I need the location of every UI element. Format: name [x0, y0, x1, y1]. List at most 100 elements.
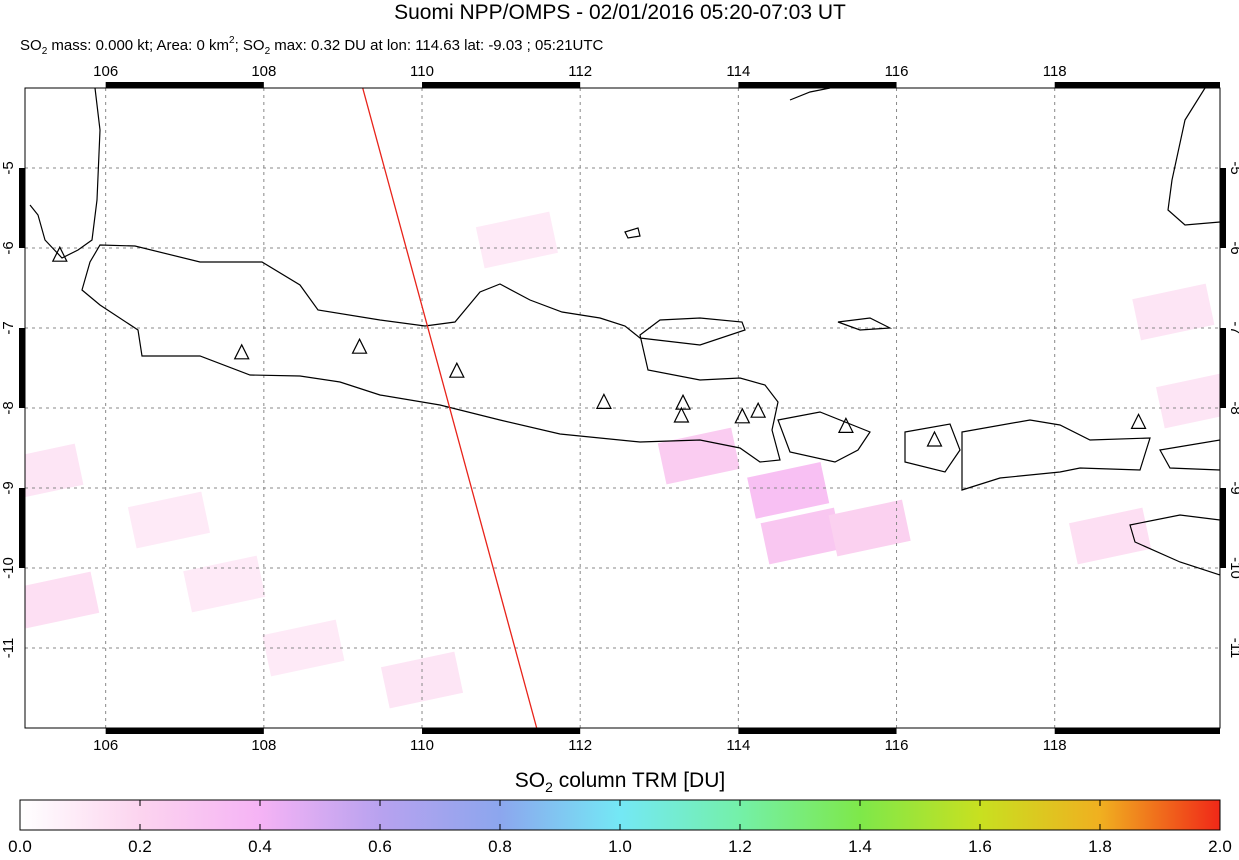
coast-sumbawa [961, 419, 1151, 491]
colorbar-tick-label: 1.6 [968, 837, 992, 855]
so2-pixel [1156, 371, 1220, 429]
subtitle-part: max: 0.32 DU at lon: 114.63 lat: -9.03 ;… [270, 37, 603, 54]
frame-bar [738, 728, 897, 734]
lat-tick-label: -5 [0, 161, 17, 174]
lat-tick-label: -9 [1227, 481, 1239, 494]
colorbar-tick-label: 1.0 [608, 837, 632, 855]
frame-bar [19, 168, 25, 248]
colorbar-label-part: 2 [545, 779, 553, 795]
subtitle: SO2 mass: 0.000 kt; Area: 0 km2; SO2 max… [20, 35, 604, 57]
lat-tick-label: -10 [0, 557, 17, 579]
title: Suomi NPP/OMPS - 02/01/2016 05:20-07:03 … [394, 1, 846, 24]
so2-pixel [760, 507, 843, 565]
frame-bar [1054, 728, 1220, 734]
frame-bar [1220, 488, 1226, 568]
coast-bali [777, 411, 871, 463]
frame-bar [19, 488, 25, 568]
so2-pixel [475, 211, 558, 269]
lon-tick-label: 116 [885, 737, 909, 754]
volcano [51, 245, 68, 262]
map-border [24, 87, 1221, 729]
volcano [351, 337, 368, 354]
lon-tick-label: 112 [568, 737, 592, 754]
volcano [926, 430, 943, 447]
lon-tick-label: 108 [251, 63, 276, 80]
coast-borneo [1167, 88, 1220, 226]
colorbar-tick-label: 0.4 [248, 837, 272, 855]
coastlines [29, 88, 1220, 576]
coast-java [81, 244, 781, 463]
frame-bar [105, 82, 264, 88]
volcano [837, 417, 854, 433]
lat-tick-label: -5 [1227, 161, 1239, 174]
lat-tick-label: -10 [1227, 557, 1239, 579]
lat-tick-label: -8 [1227, 401, 1239, 414]
frame-bar [422, 728, 581, 734]
volcano [675, 393, 691, 410]
so2-pixel [747, 462, 830, 519]
so2-pixel [657, 427, 740, 485]
frame-bar [738, 82, 897, 88]
volcano [595, 393, 612, 409]
subtitle-part: SO [20, 37, 42, 54]
so2-pixel [183, 555, 266, 613]
colorbar-tick-label: 1.2 [728, 837, 752, 855]
lon-tick-label: 112 [568, 63, 592, 80]
lon-tick-label: 110 [410, 737, 434, 754]
lon-tick-label: 118 [1043, 737, 1067, 754]
orbit-track [362, 88, 538, 728]
lat-tick-label: -6 [0, 241, 17, 254]
volcano [233, 343, 250, 360]
so2-pixel [1132, 283, 1215, 341]
colorbar-tick-label: 0.2 [128, 837, 152, 855]
colorbar-tick-label: 0.0 [8, 837, 32, 855]
volcano [673, 406, 690, 423]
lon-tick-label: 118 [1043, 63, 1067, 80]
colorbar-tick-label: 0.6 [368, 837, 392, 855]
so2-pixel [25, 571, 100, 629]
lon-tick-label: 116 [885, 63, 909, 80]
frame-bar [19, 328, 25, 408]
volcano [1130, 413, 1147, 429]
so2-pixel [25, 443, 84, 501]
subtitle-part: 2 [42, 46, 48, 57]
subtitle-part: mass: 0.000 kt; Area: 0 km [47, 37, 229, 54]
so2-pixel [262, 619, 345, 677]
lat-tick-label: -11 [0, 638, 17, 659]
so2-pixel [127, 491, 210, 549]
subtitle-part: 2 [229, 35, 235, 46]
volcano [750, 401, 767, 418]
frame-bar [1054, 82, 1220, 88]
lon-tick-label: 114 [726, 63, 750, 80]
colorbar-tick-label: 1.4 [848, 837, 872, 855]
lon-tick-label: 106 [93, 737, 118, 754]
grid [25, 88, 1220, 728]
frame-bar [1220, 328, 1226, 408]
colorbar-label-part: SO [515, 769, 545, 792]
colorbar-tick-label: 0.8 [488, 837, 512, 855]
lon-tick-label: 110 [410, 63, 434, 80]
lon-tick-label: 106 [93, 63, 118, 80]
lat-tick-label: -9 [0, 481, 17, 494]
overlay [51, 88, 1147, 728]
frame-bar [1220, 168, 1226, 248]
subtitle-part: 2 [265, 46, 271, 57]
so2-pixel [1069, 507, 1152, 565]
volcano [734, 407, 751, 424]
lat-tick-label: -11 [1227, 638, 1239, 659]
lat-tick-label: -8 [0, 401, 17, 414]
colorbar-tick-label: 2.0 [1208, 837, 1232, 855]
coast-flores [1159, 439, 1220, 471]
lon-tick-label: 114 [726, 737, 750, 754]
frame-bar [422, 82, 581, 88]
coast-sumatra [29, 88, 101, 259]
subtitle-part: ; SO [235, 37, 265, 54]
volcano [448, 361, 465, 378]
coast-kangean [837, 317, 893, 331]
lon-tick-label: 108 [251, 737, 276, 754]
lat-tick-label: -7 [1227, 321, 1239, 334]
so2-pixels [25, 211, 1220, 709]
coast-lombok [904, 423, 961, 473]
lat-tick-label: -7 [0, 321, 17, 334]
